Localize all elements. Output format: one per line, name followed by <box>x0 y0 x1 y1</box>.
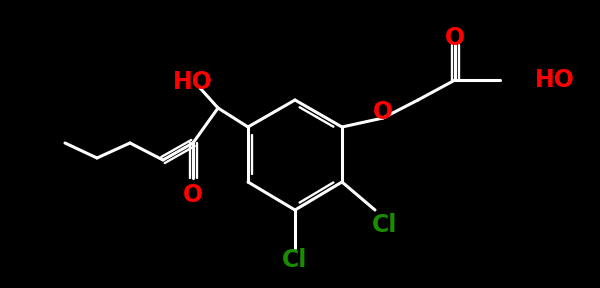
Text: Cl: Cl <box>283 248 308 272</box>
Text: O: O <box>373 100 393 124</box>
Text: O: O <box>445 26 465 50</box>
Text: O: O <box>183 183 203 207</box>
Text: Cl: Cl <box>373 213 398 237</box>
Text: HO: HO <box>535 68 575 92</box>
Text: HO: HO <box>173 70 213 94</box>
